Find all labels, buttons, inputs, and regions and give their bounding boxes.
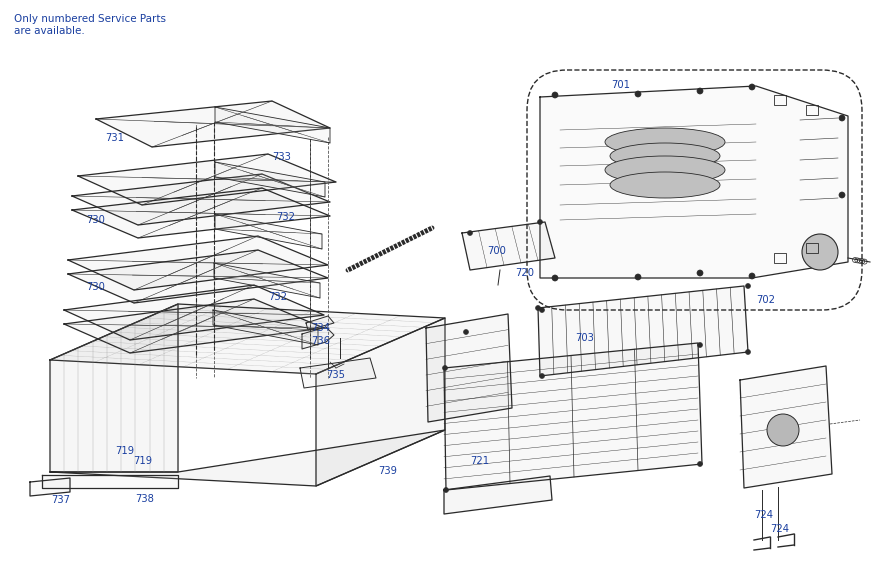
Circle shape bbox=[540, 374, 545, 379]
Polygon shape bbox=[50, 304, 178, 472]
Circle shape bbox=[749, 84, 755, 90]
Circle shape bbox=[540, 308, 545, 312]
Text: 732: 732 bbox=[276, 212, 295, 222]
Text: 724: 724 bbox=[770, 524, 789, 534]
Polygon shape bbox=[213, 310, 318, 345]
Circle shape bbox=[468, 231, 472, 236]
Circle shape bbox=[697, 343, 703, 348]
Text: 733: 733 bbox=[272, 152, 291, 162]
Text: 734: 734 bbox=[311, 323, 330, 333]
Ellipse shape bbox=[605, 128, 725, 156]
Circle shape bbox=[463, 329, 469, 335]
Text: 730: 730 bbox=[86, 215, 105, 225]
Ellipse shape bbox=[610, 172, 720, 198]
Circle shape bbox=[697, 270, 703, 276]
Polygon shape bbox=[68, 236, 328, 290]
Circle shape bbox=[749, 273, 755, 279]
Polygon shape bbox=[426, 314, 512, 422]
Bar bbox=[774, 95, 786, 105]
Bar bbox=[806, 243, 818, 253]
Polygon shape bbox=[64, 285, 324, 340]
Text: 720: 720 bbox=[515, 268, 534, 278]
Text: Only numbered Service Parts
are available.: Only numbered Service Parts are availabl… bbox=[14, 14, 166, 35]
Polygon shape bbox=[316, 318, 445, 486]
Polygon shape bbox=[740, 366, 832, 488]
Ellipse shape bbox=[605, 156, 725, 184]
Circle shape bbox=[552, 92, 558, 98]
Circle shape bbox=[697, 88, 703, 94]
Bar bbox=[806, 105, 818, 115]
Polygon shape bbox=[96, 101, 330, 147]
Text: 735: 735 bbox=[326, 370, 345, 380]
Polygon shape bbox=[214, 263, 320, 298]
Circle shape bbox=[767, 414, 799, 446]
Circle shape bbox=[442, 366, 448, 371]
Text: 721: 721 bbox=[470, 456, 489, 466]
Polygon shape bbox=[68, 250, 328, 303]
Text: 730: 730 bbox=[86, 282, 105, 292]
Polygon shape bbox=[64, 299, 324, 353]
Circle shape bbox=[552, 275, 558, 281]
Text: 700: 700 bbox=[487, 246, 505, 256]
Text: 719: 719 bbox=[115, 446, 134, 456]
Polygon shape bbox=[30, 478, 70, 496]
Polygon shape bbox=[50, 430, 445, 486]
Circle shape bbox=[802, 234, 838, 270]
Text: 739: 739 bbox=[378, 466, 397, 476]
Text: 736: 736 bbox=[311, 336, 330, 346]
Ellipse shape bbox=[610, 143, 720, 169]
Polygon shape bbox=[444, 343, 702, 490]
Polygon shape bbox=[306, 316, 334, 330]
Polygon shape bbox=[538, 286, 748, 376]
Bar bbox=[774, 253, 786, 263]
Circle shape bbox=[839, 115, 845, 121]
Polygon shape bbox=[42, 475, 178, 488]
Polygon shape bbox=[72, 188, 330, 238]
Text: 703: 703 bbox=[575, 333, 594, 343]
Circle shape bbox=[535, 305, 540, 311]
Polygon shape bbox=[300, 358, 376, 388]
Polygon shape bbox=[540, 86, 848, 278]
Polygon shape bbox=[215, 107, 330, 143]
Text: 724: 724 bbox=[754, 510, 773, 520]
Circle shape bbox=[443, 487, 449, 492]
Circle shape bbox=[697, 462, 703, 467]
Text: 737: 737 bbox=[51, 495, 70, 505]
Polygon shape bbox=[215, 214, 322, 249]
Text: 738: 738 bbox=[135, 494, 154, 504]
Text: 701: 701 bbox=[611, 80, 630, 90]
Polygon shape bbox=[302, 327, 334, 349]
Text: 702: 702 bbox=[756, 295, 775, 305]
Circle shape bbox=[839, 192, 845, 198]
Text: 719: 719 bbox=[133, 456, 152, 466]
Text: 732: 732 bbox=[268, 292, 287, 302]
Circle shape bbox=[745, 284, 751, 288]
Polygon shape bbox=[444, 476, 552, 514]
Polygon shape bbox=[78, 154, 336, 205]
Polygon shape bbox=[50, 304, 445, 374]
Polygon shape bbox=[462, 222, 555, 270]
Circle shape bbox=[745, 349, 751, 355]
Polygon shape bbox=[215, 162, 325, 197]
Text: 731: 731 bbox=[105, 133, 124, 143]
Circle shape bbox=[635, 91, 641, 97]
Circle shape bbox=[635, 274, 641, 280]
Circle shape bbox=[538, 220, 542, 224]
Polygon shape bbox=[72, 174, 330, 225]
